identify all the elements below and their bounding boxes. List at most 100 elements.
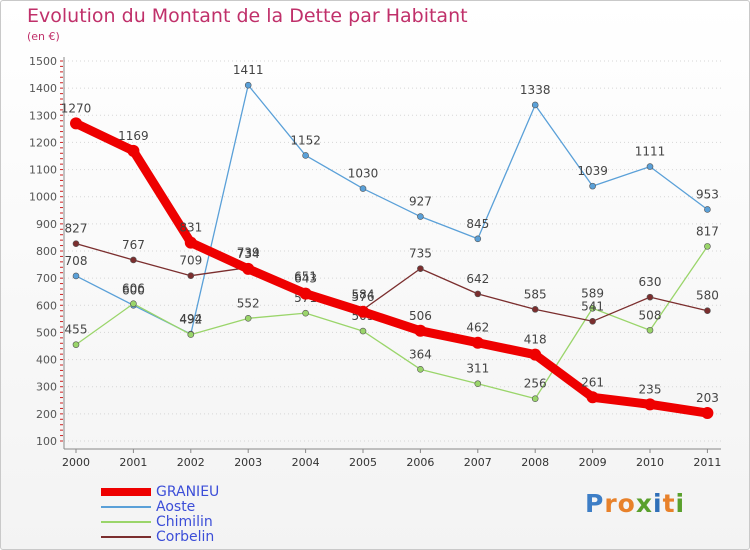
- legend-item: GRANIEU: [101, 484, 361, 500]
- data-label: 585: [524, 287, 547, 301]
- data-point: [417, 213, 424, 220]
- x-tick-label: 2010: [636, 456, 664, 469]
- data-label: 643: [294, 272, 317, 286]
- data-label: 589: [581, 286, 604, 300]
- chart-legend: GRANIEU Aoste Chimilin Corbelin: [101, 484, 361, 545]
- data-point: [646, 326, 654, 334]
- data-label: 651: [294, 269, 317, 283]
- data-point: [414, 324, 427, 337]
- data-point: [244, 315, 252, 322]
- data-point: [701, 407, 714, 420]
- data-point: [474, 290, 482, 298]
- data-label: 1338: [520, 83, 551, 97]
- data-point: [531, 395, 539, 402]
- data-label: 739: [237, 246, 260, 260]
- data-label: 508: [639, 308, 662, 322]
- x-tick-label: 2009: [579, 456, 607, 469]
- data-label: 831: [179, 221, 202, 235]
- data-label: 734: [237, 247, 260, 261]
- data-point: [242, 262, 255, 275]
- y-tick-label: 700: [36, 272, 57, 285]
- data-point: [357, 305, 369, 318]
- data-point: [704, 243, 711, 250]
- data-point: [644, 398, 656, 411]
- x-tick-label: 2007: [464, 456, 492, 469]
- data-label: 642: [466, 272, 489, 286]
- y-tick-label: 900: [36, 218, 57, 231]
- legend-item: Aoste: [101, 499, 361, 515]
- data-label: 552: [237, 296, 260, 310]
- logo-letter: o: [617, 489, 636, 518]
- logo-letter: i: [675, 489, 686, 518]
- data-point: [531, 101, 539, 109]
- legend-label: GRANIEU: [156, 484, 220, 500]
- data-label: 630: [639, 275, 662, 289]
- data-label: 418: [524, 333, 547, 347]
- data-label: 845: [466, 217, 489, 231]
- x-tick-label: 2000: [62, 456, 90, 469]
- data-point: [72, 341, 80, 348]
- data-label: 1030: [348, 167, 379, 181]
- data-point: [359, 185, 367, 192]
- x-tick-label: 2006: [406, 456, 434, 469]
- data-point: [589, 304, 596, 312]
- data-label: 1411: [233, 63, 264, 77]
- y-tick-label: 800: [36, 245, 57, 258]
- data-label: 256: [524, 377, 547, 391]
- x-tick-label: 2004: [292, 456, 320, 469]
- data-label: 735: [409, 247, 432, 261]
- data-point: [417, 265, 424, 272]
- legend-item: Corbelin: [101, 529, 361, 545]
- data-label: 494: [179, 312, 202, 326]
- logo-letter: i: [653, 489, 663, 518]
- data-label: 600: [122, 283, 145, 297]
- data-point: [471, 336, 484, 349]
- y-tick-label: 500: [36, 326, 57, 339]
- data-label: 927: [409, 195, 432, 209]
- data-point: [302, 152, 309, 159]
- data-point: [244, 81, 252, 89]
- data-point: [127, 144, 140, 157]
- data-point: [474, 235, 482, 243]
- data-label: 462: [466, 321, 489, 335]
- data-label: 364: [409, 347, 432, 361]
- data-label: 1111: [635, 145, 666, 159]
- data-point: [72, 272, 80, 280]
- data-point: [72, 240, 80, 247]
- series-line-granieu: [71, 118, 712, 418]
- data-point: [646, 163, 654, 170]
- legend-label: Aoste: [156, 499, 196, 515]
- data-point: [187, 272, 195, 280]
- data-label: 455: [65, 323, 88, 337]
- data-label: 541: [581, 299, 604, 313]
- data-label: 203: [696, 391, 719, 405]
- data-label: 827: [65, 222, 88, 236]
- y-tick-label: 300: [36, 381, 57, 394]
- data-label: 311: [466, 362, 489, 376]
- y-tick-label: 1500: [29, 55, 57, 68]
- data-label: 1039: [577, 164, 608, 178]
- series-line-corbelin: [75, 243, 709, 322]
- logo-letter: t: [662, 489, 676, 518]
- x-tick-label: 2002: [177, 456, 205, 469]
- data-label: 953: [696, 187, 719, 201]
- logo-letter: x: [635, 489, 653, 518]
- x-tick-label: 2003: [234, 456, 262, 469]
- data-point: [531, 306, 539, 313]
- data-label: 708: [65, 254, 88, 268]
- data-label: 261: [581, 375, 604, 389]
- y-tick-label: 1100: [29, 164, 57, 177]
- data-label: 1169: [118, 129, 149, 143]
- data-label: 1152: [290, 133, 321, 147]
- data-point: [589, 182, 596, 190]
- y-tick-label: 400: [36, 354, 57, 367]
- y-tick-label: 1000: [29, 191, 57, 204]
- data-label: 584: [352, 288, 375, 302]
- legend-label: Chimilin: [156, 514, 213, 530]
- legend-item: Chimilin: [101, 514, 361, 530]
- x-tick-label: 2005: [349, 456, 377, 469]
- data-point: [417, 366, 424, 373]
- chart-unit: (en €): [27, 30, 60, 43]
- logo-letter: r: [604, 489, 618, 518]
- data-point: [184, 236, 197, 249]
